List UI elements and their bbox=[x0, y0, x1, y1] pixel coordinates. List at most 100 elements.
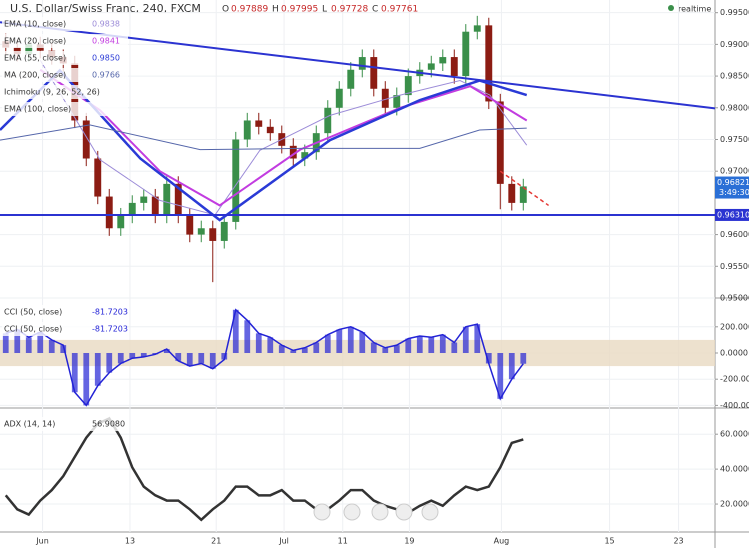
x-tick-label: Jun bbox=[35, 537, 49, 546]
ohlc-letter: O bbox=[222, 5, 229, 15]
price-label-box bbox=[715, 208, 749, 221]
legend-box bbox=[2, 68, 128, 82]
nav-button[interactable] bbox=[313, 503, 331, 521]
cci-bar bbox=[439, 334, 446, 353]
y-tick-label: -200.0000 bbox=[720, 375, 749, 384]
chart-title: U.S. Dollar/Swiss Franc, 240, FXCM bbox=[10, 2, 201, 15]
candle-body bbox=[462, 31, 470, 77]
legend-value: 0.9841 bbox=[92, 37, 120, 46]
cci-bar bbox=[175, 353, 182, 361]
cci-bar bbox=[2, 333, 9, 353]
legend-box bbox=[2, 85, 128, 99]
realtime-dot bbox=[668, 5, 674, 11]
candle-body bbox=[266, 126, 274, 134]
candle-body bbox=[105, 196, 113, 229]
x-tick-label: 19 bbox=[404, 537, 414, 546]
cci-bar bbox=[359, 332, 366, 353]
candle-body bbox=[393, 95, 401, 108]
legend-label: ADX (14, 14) bbox=[4, 420, 55, 429]
price-label: 0.96310 bbox=[717, 210, 749, 219]
price-label: 0.96821 bbox=[717, 178, 749, 187]
cci-bar bbox=[129, 353, 136, 359]
ohlc-value: 0.97889 bbox=[231, 5, 268, 15]
cci-bar bbox=[60, 345, 67, 353]
cci-bar bbox=[117, 353, 124, 364]
candle-body bbox=[151, 196, 159, 216]
cci-bar bbox=[347, 326, 354, 353]
candle-body bbox=[358, 57, 366, 70]
nav-button[interactable] bbox=[371, 503, 389, 521]
cci-bar bbox=[232, 309, 239, 353]
legend-value: -81.7203 bbox=[92, 325, 128, 334]
price-label-box bbox=[715, 176, 749, 199]
cci-bar bbox=[278, 345, 285, 353]
candle-body bbox=[163, 183, 171, 216]
nav-button[interactable] bbox=[343, 503, 361, 521]
cci-bar bbox=[301, 347, 308, 353]
legend-box bbox=[2, 305, 128, 319]
candle-body bbox=[128, 202, 136, 216]
legend-value: 0.9766 bbox=[92, 71, 120, 80]
y-tick-label: 200.0000 bbox=[720, 322, 749, 331]
ohlc-value: 0.97761 bbox=[381, 5, 418, 15]
cci-bar bbox=[25, 337, 32, 353]
candle-body bbox=[186, 215, 194, 235]
candle-body bbox=[335, 88, 343, 108]
cci-bar bbox=[106, 353, 113, 373]
y-tick-label: 60.0000 bbox=[720, 430, 749, 439]
cci-bar bbox=[405, 338, 412, 353]
legend-box bbox=[2, 102, 128, 116]
candle-body bbox=[117, 215, 125, 229]
candle-body bbox=[25, 44, 33, 54]
candle-body bbox=[232, 139, 240, 222]
cci-bar bbox=[474, 324, 481, 353]
legend-box bbox=[2, 17, 128, 31]
cci-bar bbox=[186, 353, 193, 367]
nav-button[interactable] bbox=[395, 503, 413, 521]
cci-bar bbox=[71, 353, 78, 393]
cci-bar bbox=[416, 335, 423, 353]
x-tick-label: 21 bbox=[211, 537, 221, 546]
cci-bar bbox=[83, 353, 90, 406]
cci-bar bbox=[290, 350, 297, 353]
nav-button[interactable] bbox=[421, 503, 439, 521]
moving-average bbox=[39, 68, 528, 207]
candle-body bbox=[439, 57, 447, 64]
candle-body bbox=[381, 88, 389, 108]
legend-label: EMA (20, close) bbox=[4, 37, 66, 46]
candle-body bbox=[324, 107, 332, 134]
candle-body bbox=[301, 152, 309, 159]
candle-body bbox=[496, 101, 504, 184]
cci-bar bbox=[520, 353, 527, 364]
trendline bbox=[499, 170, 550, 207]
legend-label: EMA (100, close) bbox=[4, 105, 71, 114]
cci-bar bbox=[209, 353, 216, 369]
cci-bar bbox=[244, 320, 251, 353]
cci-bar bbox=[255, 333, 262, 353]
cci-bar bbox=[336, 329, 343, 353]
nav-buttons bbox=[313, 503, 439, 521]
cci-bar bbox=[37, 332, 44, 353]
candle-body bbox=[370, 57, 378, 89]
legend-value: 0.9838 bbox=[92, 20, 120, 29]
y-tick-label: 40.0000 bbox=[720, 465, 749, 474]
candle-body bbox=[174, 183, 182, 216]
candle-body bbox=[508, 183, 516, 203]
legend-box bbox=[2, 417, 128, 431]
cci-bar bbox=[462, 326, 469, 353]
cci-bar bbox=[451, 342, 458, 353]
candle-body bbox=[485, 25, 493, 102]
candle-body bbox=[519, 186, 527, 203]
ohlc-value: 0.97728 bbox=[331, 5, 368, 15]
cci-bar bbox=[508, 353, 515, 380]
legend-value: 56.9080 bbox=[92, 420, 125, 429]
legend-label: MA (200, close) bbox=[4, 71, 66, 80]
cci-bar bbox=[313, 342, 320, 353]
